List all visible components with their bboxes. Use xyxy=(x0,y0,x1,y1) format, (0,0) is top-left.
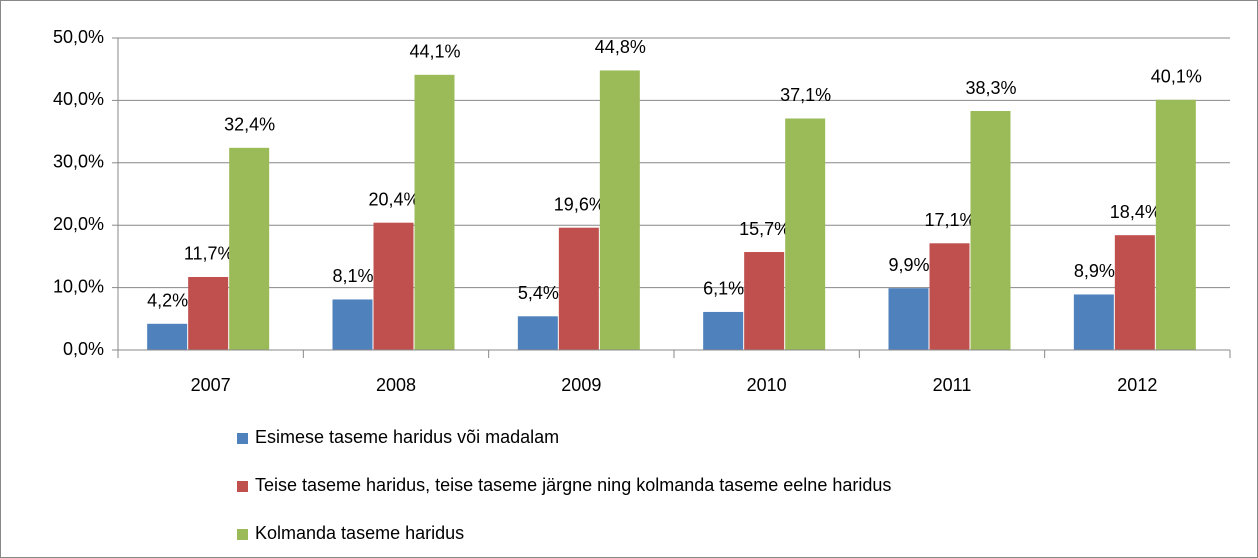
y-tick-label: 40,0% xyxy=(53,89,104,109)
y-tick-label: 30,0% xyxy=(53,152,104,172)
bar xyxy=(970,111,1011,351)
data-label: 20,4% xyxy=(368,189,419,209)
bar xyxy=(147,323,188,350)
data-label: 6,1% xyxy=(703,279,744,299)
y-tick-label: 10,0% xyxy=(53,276,104,296)
legend-label: Esimese taseme haridus või madalam xyxy=(255,427,559,447)
legend-label: Kolmanda taseme haridus xyxy=(255,523,464,543)
data-label: 37,1% xyxy=(780,85,831,105)
data-label: 40,1% xyxy=(1151,67,1202,87)
data-label: 18,4% xyxy=(1110,202,1161,222)
y-tick-label: 0,0% xyxy=(63,339,104,359)
data-label: 15,7% xyxy=(739,219,790,239)
x-tick-label: 2008 xyxy=(376,375,416,395)
bar xyxy=(332,299,373,350)
bar xyxy=(188,276,229,350)
data-label: 5,4% xyxy=(518,283,559,303)
data-label: 8,1% xyxy=(332,266,373,286)
bar xyxy=(1073,294,1114,350)
data-label: 8,9% xyxy=(1074,261,1115,281)
bar xyxy=(888,288,929,350)
data-label: 11,7% xyxy=(184,244,234,264)
bar xyxy=(517,316,558,350)
bar xyxy=(229,147,270,350)
data-label: 32,4% xyxy=(224,115,275,135)
data-label: 44,1% xyxy=(409,42,460,62)
bar xyxy=(1155,99,1196,350)
bar xyxy=(558,227,599,350)
data-label: 4,2% xyxy=(147,291,188,311)
data-label: 9,9% xyxy=(888,255,929,275)
data-label: 38,3% xyxy=(965,78,1016,98)
x-tick-label: 2012 xyxy=(1117,375,1157,395)
data-label: 17,1% xyxy=(924,210,975,230)
x-tick-label: 2009 xyxy=(561,375,601,395)
bar xyxy=(414,74,455,350)
legend-label: Teise taseme haridus, teise taseme järgn… xyxy=(255,475,891,495)
bar xyxy=(785,118,826,350)
bar xyxy=(703,311,744,350)
bar xyxy=(744,252,785,350)
legend-swatch xyxy=(237,529,248,540)
x-tick-label: 2011 xyxy=(933,375,972,395)
bar xyxy=(929,243,970,350)
legend-swatch xyxy=(237,433,248,444)
legend-swatch xyxy=(237,481,248,492)
bar xyxy=(373,222,414,350)
x-tick-label: 2010 xyxy=(747,375,787,395)
data-label: 19,6% xyxy=(554,194,605,214)
data-label: 44,8% xyxy=(595,37,646,57)
y-tick-label: 20,0% xyxy=(53,214,104,234)
y-tick-label: 50,0% xyxy=(53,27,104,47)
bar xyxy=(1114,235,1155,350)
x-tick-label: 2007 xyxy=(191,375,231,395)
bar xyxy=(599,70,640,350)
